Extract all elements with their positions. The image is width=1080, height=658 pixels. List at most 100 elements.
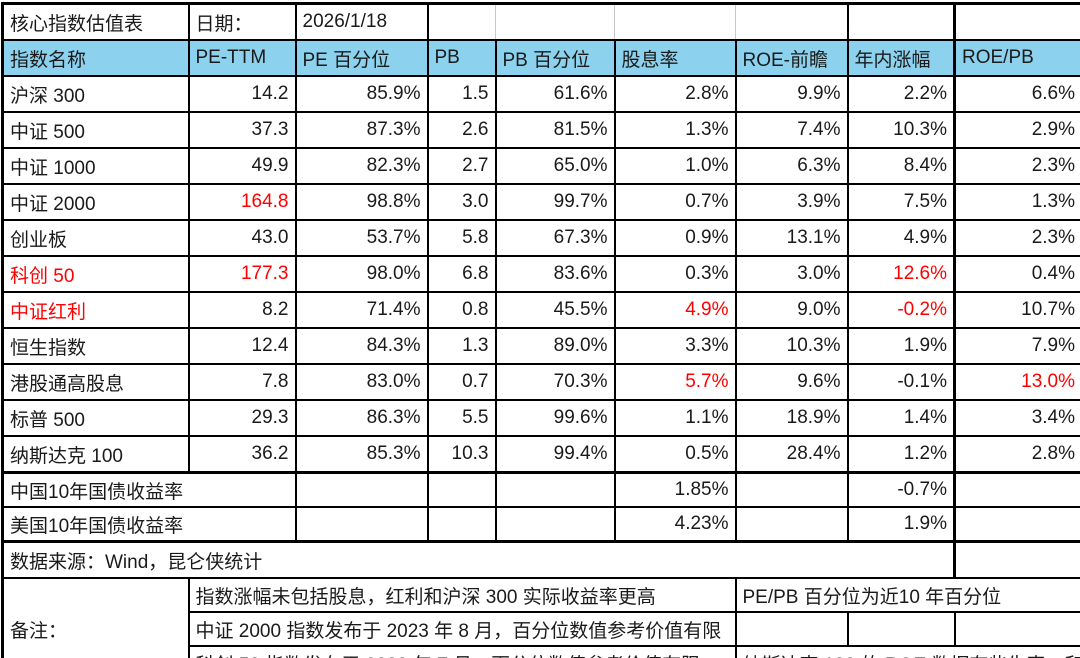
- empty-cell[interactable]: [614, 2, 736, 41]
- empty-cell[interactable]: [734, 611, 849, 647]
- value-cell[interactable]: 9.6%: [734, 363, 849, 401]
- value-cell[interactable]: 65.0%: [494, 147, 616, 185]
- data-source-cell[interactable]: 数据来源：Wind，昆仑侠统计: [1, 540, 956, 579]
- value-cell[interactable]: 13.0%: [953, 363, 1080, 401]
- empty-cell[interactable]: [294, 506, 429, 543]
- index-name-cell[interactable]: 沪深 300: [1, 75, 190, 113]
- index-name-cell[interactable]: 中证红利: [1, 291, 190, 329]
- value-cell[interactable]: -0.7%: [846, 471, 956, 508]
- value-cell[interactable]: 0.3%: [613, 255, 737, 293]
- index-name-cell[interactable]: 创业板: [1, 219, 190, 257]
- index-name-cell[interactable]: 恒生指数: [1, 327, 190, 365]
- value-cell[interactable]: 1.9%: [846, 327, 956, 365]
- empty-cell[interactable]: [735, 2, 848, 41]
- value-cell[interactable]: 0.7%: [613, 183, 737, 221]
- empty-cell[interactable]: [846, 611, 956, 647]
- value-cell[interactable]: 8.2: [187, 291, 297, 329]
- value-cell[interactable]: 89.0%: [494, 327, 616, 365]
- empty-cell[interactable]: [426, 506, 497, 543]
- value-cell[interactable]: 70.3%: [494, 363, 616, 401]
- value-cell[interactable]: 18.9%: [734, 399, 849, 437]
- value-cell[interactable]: 61.6%: [494, 75, 616, 113]
- value-cell[interactable]: 2.6: [426, 111, 497, 149]
- value-cell[interactable]: 99.6%: [494, 399, 616, 437]
- value-cell[interactable]: 85.3%: [294, 435, 429, 474]
- value-cell[interactable]: 1.1%: [613, 399, 737, 437]
- value-cell[interactable]: 2.2%: [846, 75, 956, 113]
- value-cell[interactable]: 10.3%: [734, 327, 849, 365]
- empty-cell[interactable]: [494, 471, 616, 508]
- value-cell[interactable]: 0.5%: [613, 435, 737, 474]
- value-cell[interactable]: 177.3: [187, 255, 297, 293]
- value-cell[interactable]: 12.6%: [846, 255, 956, 293]
- table-title-cell[interactable]: 核心指数估值表: [1, 2, 190, 41]
- value-cell[interactable]: 0.9%: [613, 219, 737, 257]
- empty-cell[interactable]: [953, 540, 1080, 579]
- value-cell[interactable]: 12.4: [187, 327, 297, 365]
- value-cell[interactable]: 1.3%: [953, 183, 1080, 221]
- header-dividend-yield[interactable]: 股息率: [613, 39, 737, 77]
- note-cell[interactable]: 科创 50 指数发布于 2020 年 7 月，百分位数值参考价值有限: [187, 645, 737, 658]
- value-cell[interactable]: 99.4%: [494, 435, 616, 474]
- value-cell[interactable]: 0.4%: [953, 255, 1080, 293]
- value-cell[interactable]: 2.8%: [953, 435, 1080, 474]
- value-cell[interactable]: 3.0%: [734, 255, 849, 293]
- header-roe-forward[interactable]: ROE-前瞻: [734, 39, 849, 77]
- value-cell[interactable]: 7.8: [187, 363, 297, 401]
- value-cell[interactable]: 84.3%: [294, 327, 429, 365]
- empty-cell[interactable]: [494, 506, 616, 543]
- value-cell[interactable]: 3.4%: [953, 399, 1080, 437]
- index-name-cell[interactable]: 中证 2000: [1, 183, 190, 221]
- value-cell[interactable]: 13.1%: [734, 219, 849, 257]
- value-cell[interactable]: 71.4%: [294, 291, 429, 329]
- note-cell[interactable]: 指数涨幅未包括股息，红利和沪深 300 实际收益率更高: [187, 577, 737, 613]
- value-cell[interactable]: -0.1%: [846, 363, 956, 401]
- value-cell[interactable]: 8.4%: [846, 147, 956, 185]
- value-cell[interactable]: 4.9%: [613, 291, 737, 329]
- value-cell[interactable]: 6.6%: [953, 75, 1080, 113]
- value-cell[interactable]: 6.8: [426, 255, 497, 293]
- value-cell[interactable]: 1.3: [426, 327, 497, 365]
- value-cell[interactable]: 99.7%: [494, 183, 616, 221]
- value-cell[interactable]: 2.3%: [953, 147, 1080, 185]
- header-pe-ttm[interactable]: PE-TTM: [187, 39, 297, 77]
- index-name-cell[interactable]: 中证 500: [1, 111, 190, 149]
- index-name-cell[interactable]: 标普 500: [1, 399, 190, 437]
- value-cell[interactable]: 1.2%: [846, 435, 956, 474]
- value-cell[interactable]: 1.5: [426, 75, 497, 113]
- value-cell[interactable]: 4.23%: [613, 506, 737, 543]
- value-cell[interactable]: 81.5%: [494, 111, 616, 149]
- empty-cell[interactable]: [426, 471, 497, 508]
- value-cell[interactable]: 10.3%: [846, 111, 956, 149]
- index-name-cell[interactable]: 中证 1000: [1, 147, 190, 185]
- value-cell[interactable]: 53.7%: [294, 219, 429, 257]
- value-cell[interactable]: 9.0%: [734, 291, 849, 329]
- note-cell[interactable]: 纳斯达克 100 的 ROE 数据有些失真，和超: [734, 645, 1080, 658]
- value-cell[interactable]: 2.7: [426, 147, 497, 185]
- value-cell[interactable]: 2.3%: [953, 219, 1080, 257]
- index-name-cell[interactable]: 港股通高股息: [1, 363, 190, 401]
- value-cell[interactable]: 3.3%: [613, 327, 737, 365]
- value-cell[interactable]: 7.9%: [953, 327, 1080, 365]
- bond-name-cell[interactable]: 中国10年国债收益率: [1, 471, 297, 508]
- note-cell[interactable]: PE/PB 百分位为近10 年百分位: [734, 577, 1080, 613]
- header-ytd-change[interactable]: 年内涨幅: [846, 39, 956, 77]
- value-cell[interactable]: 83.0%: [294, 363, 429, 401]
- header-roe-pb[interactable]: ROE/PB: [953, 39, 1080, 77]
- value-cell[interactable]: 86.3%: [294, 399, 429, 437]
- value-cell[interactable]: 14.2: [187, 75, 297, 113]
- value-cell[interactable]: 9.9%: [734, 75, 849, 113]
- header-index-name[interactable]: 指数名称: [1, 39, 190, 77]
- empty-cell[interactable]: [734, 471, 849, 508]
- index-name-cell[interactable]: 科创 50: [1, 255, 190, 293]
- value-cell[interactable]: 83.6%: [494, 255, 616, 293]
- date-label-cell[interactable]: 日期：: [187, 2, 297, 41]
- header-pb[interactable]: PB: [426, 39, 497, 77]
- date-value-cell[interactable]: 2026/1/18: [294, 2, 429, 41]
- empty-cell[interactable]: [294, 471, 429, 508]
- value-cell[interactable]: 3.9%: [734, 183, 849, 221]
- value-cell[interactable]: 164.8: [187, 183, 297, 221]
- value-cell[interactable]: 1.4%: [846, 399, 956, 437]
- empty-cell[interactable]: [953, 2, 1080, 41]
- value-cell[interactable]: 36.2: [187, 435, 297, 474]
